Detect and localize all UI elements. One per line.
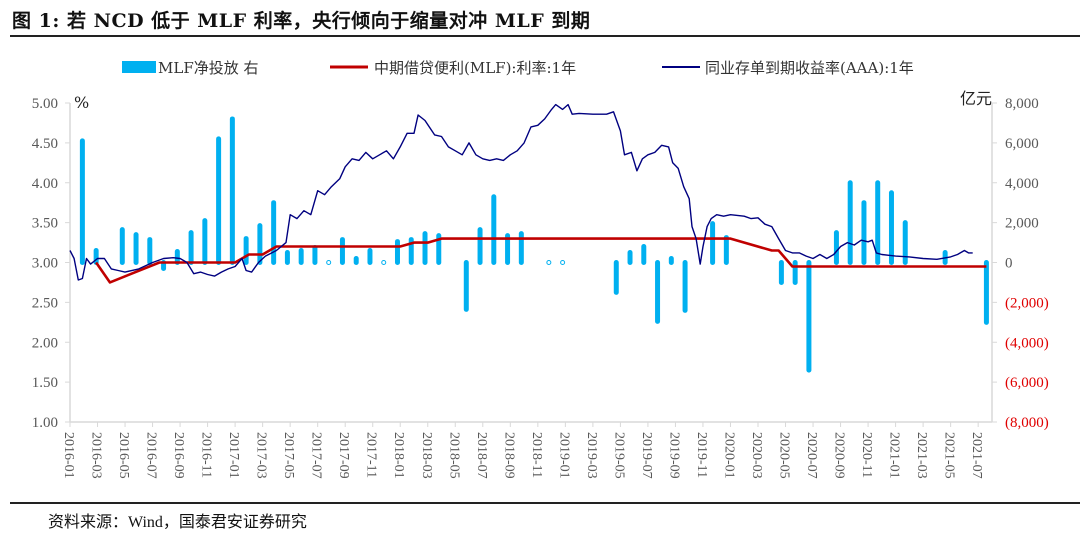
- right-tick-label: 8,000: [1005, 96, 1039, 112]
- mlf-net-bar: [381, 260, 387, 265]
- legend-swatch-mlf-net: [122, 61, 156, 73]
- right-tick-label: 4,000: [1005, 176, 1039, 192]
- x-tick-label: 2016-11: [199, 432, 214, 478]
- x-tick-label: 2021-05: [942, 432, 957, 479]
- x-tick-label: 2017-11: [364, 432, 379, 478]
- rate-lines: [69, 103, 987, 284]
- x-tick-label: 2021-01: [887, 432, 902, 479]
- legend-label-ncd: 同业存单到期收益率(AAA):1年: [705, 59, 914, 77]
- x-tick-label: 2018-09: [501, 432, 516, 479]
- x-tick-label: 2021-07: [969, 432, 984, 479]
- mlf-net-bar: [560, 260, 566, 265]
- x-tick-label: 2018-11: [529, 432, 544, 478]
- left-tick-label: 2.00: [32, 335, 58, 351]
- x-tick-label: 2017-07: [309, 432, 324, 479]
- legend-label-mlf-rate: 中期借贷便利(MLF):利率:1年: [374, 59, 576, 77]
- left-tick-label: 4.50: [32, 136, 58, 152]
- left-tick-label: 1.00: [32, 415, 58, 431]
- x-tick-label: 2016-05: [116, 432, 131, 479]
- left-axis-unit: %: [74, 93, 89, 112]
- left-tick-label: 1.50: [32, 375, 58, 391]
- legend-label-mlf-net: MLF净投放 右: [158, 59, 259, 77]
- x-tick-label: 2016-03: [89, 432, 104, 479]
- x-tick-label: 2016-07: [144, 432, 159, 479]
- right-tick-label: 2,000: [1005, 216, 1039, 232]
- x-tick-label: 2019-07: [639, 432, 654, 479]
- right-tick-label: 0: [1005, 256, 1013, 272]
- x-tick-label: 2017-03: [254, 432, 269, 479]
- x-tick-label: 2019-01: [556, 432, 571, 479]
- right-axis-unit: 亿元: [960, 89, 992, 108]
- x-tick-label: 2020-01: [721, 432, 736, 479]
- right-axis-ticks: 8,000 6,000 4,000 2,000 0 (2,000) (4,000) (6,00…: [992, 96, 1049, 431]
- left-tick-label: 5.00: [32, 96, 58, 112]
- x-tick-label: 2017-01: [226, 432, 241, 479]
- x-axis-ticks: 2016-01 2016-03 2016-05 2016-07 2016-09 2016-…: [61, 422, 984, 479]
- mlf-net-bar: [326, 260, 332, 265]
- x-tick-label: 2021-03: [914, 432, 929, 479]
- source-divider: [10, 502, 1080, 504]
- x-tick-label: 2019-11: [694, 432, 709, 478]
- x-tick-label: 2020-07: [804, 432, 819, 479]
- x-tick-label: 2020-03: [749, 432, 764, 479]
- right-tick-label: (6,000): [1005, 375, 1049, 391]
- x-tick-label: 2018-01: [391, 432, 406, 479]
- x-tick-label: 2017-05: [281, 432, 296, 479]
- mlf-net-bar: [546, 260, 552, 265]
- x-tick-label: 2020-09: [832, 432, 847, 479]
- right-tick-label: (2,000): [1005, 295, 1049, 311]
- x-tick-label: 2019-03: [584, 432, 599, 479]
- x-tick-label: 2018-07: [474, 432, 489, 479]
- x-tick-label: 2020-11: [859, 432, 874, 478]
- source-note: 资料来源：Wind，国泰君安证券研究: [48, 514, 307, 531]
- left-tick-label: 3.00: [32, 256, 58, 272]
- x-tick-label: 2019-05: [611, 432, 626, 479]
- left-axis-ticks: 5.00 4.50 4.00 3.50 3.00 2.50 2.00 1.50 1.00: [32, 96, 70, 431]
- legend: MLF净投放 右 中期借贷便利(MLF):利率:1年 同业存单到期收益率(AAA…: [122, 59, 914, 77]
- left-tick-label: 4.00: [32, 176, 58, 192]
- figure-title: 图 1: 若 NCD 低于 MLF 利率，央行倾向于缩量对冲 MLF 到期: [12, 10, 591, 32]
- x-tick-label: 2019-09: [666, 432, 681, 479]
- ncd-yield-line: [69, 103, 973, 281]
- x-tick-label: 2017-09: [336, 432, 351, 479]
- x-tick-label: 2016-01: [61, 432, 76, 479]
- x-tick-label: 2016-09: [171, 432, 186, 479]
- right-tick-label: 6,000: [1005, 136, 1039, 152]
- left-tick-label: 3.50: [32, 216, 58, 232]
- right-tick-label: (8,000): [1005, 415, 1049, 431]
- x-tick-label: 2018-05: [446, 432, 461, 479]
- left-tick-label: 2.50: [32, 295, 58, 311]
- right-tick-label: (4,000): [1005, 335, 1049, 351]
- x-tick-label: 2020-05: [777, 432, 792, 479]
- x-tick-label: 2018-03: [419, 432, 434, 479]
- mlf-rate-line: [95, 237, 987, 284]
- mlf-net-bars: [79, 116, 989, 373]
- title-divider: [10, 35, 1080, 37]
